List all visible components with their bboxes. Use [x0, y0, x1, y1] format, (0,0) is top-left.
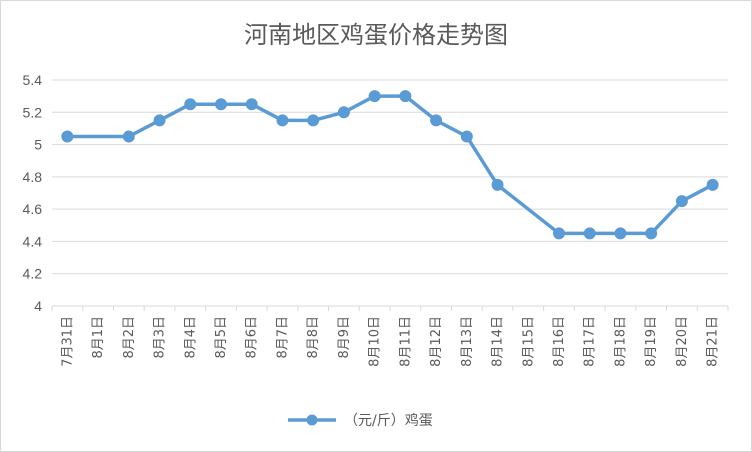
data-point — [399, 90, 412, 103]
y-tick-label: 5 — [34, 137, 42, 153]
data-point — [122, 130, 135, 143]
data-point — [307, 114, 320, 127]
chart-title: 河南地区鸡蛋价格走势图 — [244, 21, 508, 49]
x-tick-label: 8月21日 — [706, 316, 721, 367]
data-point — [614, 227, 627, 240]
y-tick-label: 4.2 — [23, 266, 43, 282]
x-tick-label: 8月16日 — [552, 316, 567, 367]
x-tick-label: 8月9日 — [337, 316, 352, 359]
x-tick-label: 8月14日 — [491, 316, 506, 367]
x-tick-label: 8月20日 — [675, 316, 690, 367]
data-point — [337, 106, 350, 119]
x-tick-label: 8月13日 — [460, 316, 475, 367]
data-point — [430, 114, 443, 127]
data-point — [153, 114, 166, 127]
data-point — [61, 130, 74, 143]
x-tick-label: 8月12日 — [429, 316, 444, 367]
data-point — [460, 130, 473, 143]
y-tick-label: 5.4 — [23, 72, 43, 88]
data-point — [706, 178, 719, 191]
x-tick-label: 8月3日 — [153, 316, 168, 359]
x-tick-label: 7月31日 — [60, 316, 75, 367]
x-tick-label: 8月10日 — [368, 316, 383, 367]
x-tick-label: 8月7日 — [275, 316, 290, 359]
x-tick-label: 8月1日 — [91, 316, 106, 359]
x-tick-label: 8月4日 — [183, 316, 198, 359]
x-tick-label: 8月19日 — [644, 316, 659, 367]
legend-marker-icon — [306, 414, 318, 426]
x-axis-ticks: 7月31日 8月1日 8月2日 8月3日 8月4日 8月5日 8月6日 8月7日 8月8日 8月9… — [51, 306, 729, 367]
data-point — [368, 90, 381, 103]
x-tick-label: 8月17日 — [583, 316, 598, 367]
x-tick-label: 8月18日 — [613, 316, 628, 367]
x-tick-label: 8月15日 — [521, 316, 536, 367]
data-point — [583, 227, 596, 240]
x-tick-label: 8月2日 — [122, 316, 137, 359]
data-point — [491, 178, 504, 191]
y-axis-ticks: 4 4.2 4.4 4.6 4.8 5 5.2 5.4 — [23, 72, 43, 314]
x-tick-label: 8月6日 — [245, 316, 260, 359]
legend-label: （元/斤）鸡蛋 — [344, 412, 433, 429]
legend: （元/斤）鸡蛋 — [288, 412, 433, 429]
data-point — [245, 98, 258, 111]
data-point — [553, 227, 565, 240]
data-point — [184, 98, 197, 111]
y-tick-label: 4.4 — [23, 233, 43, 249]
y-tick-label: 4.6 — [23, 201, 43, 217]
gridlines — [52, 79, 728, 307]
data-point — [215, 98, 227, 111]
x-tick-label: 8月5日 — [214, 316, 229, 359]
data-point — [276, 114, 289, 127]
y-tick-label: 4.8 — [23, 169, 43, 185]
data-point — [645, 227, 658, 240]
x-tick-label: 8月11日 — [398, 316, 413, 367]
y-tick-label: 4 — [34, 298, 42, 314]
x-tick-label: 8月8日 — [306, 316, 321, 359]
y-tick-label: 5.2 — [23, 104, 43, 120]
series-layer — [61, 90, 719, 240]
data-point — [675, 195, 688, 208]
